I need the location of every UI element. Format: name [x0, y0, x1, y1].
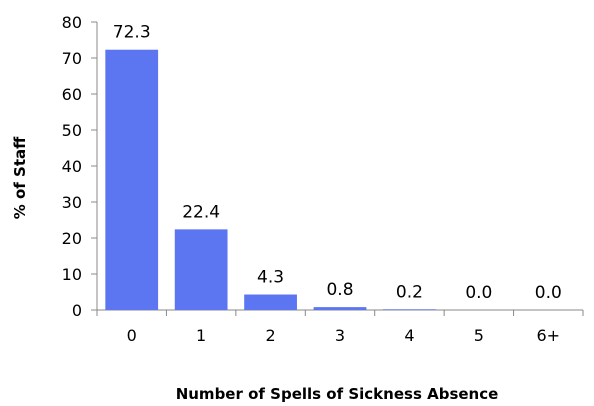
- x-tick-label-2: 2: [265, 326, 275, 345]
- y-tick-label: 80: [62, 13, 82, 32]
- y-tick-label: 0: [72, 301, 82, 320]
- x-tick-label-4: 4: [404, 326, 414, 345]
- y-tick-label: 30: [62, 193, 82, 212]
- x-axis-title: Number of Spells of Sickness Absence: [176, 385, 499, 403]
- bars: [105, 49, 436, 310]
- bar-2: [244, 294, 297, 310]
- y-axis-title: % of Staff: [11, 136, 29, 219]
- data-label-1: 22.4: [182, 202, 220, 222]
- y-tick-label: 10: [62, 265, 82, 284]
- bar-0: [105, 49, 159, 310]
- y-tick-label: 50: [62, 121, 82, 140]
- x-tick-label-6+: 6+: [536, 326, 560, 345]
- x-tick-label-5: 5: [474, 326, 484, 345]
- data-label-3: 0.8: [326, 280, 353, 300]
- data-label-4: 0.2: [396, 282, 423, 302]
- data-label-6+: 0.0: [535, 283, 562, 303]
- data-label-2: 4.3: [257, 268, 284, 288]
- x-axis: 0 1 2 3 4 5 6+: [96, 309, 584, 345]
- bar-1: [174, 229, 228, 310]
- x-tick-label-1: 1: [196, 326, 206, 345]
- y-tick-label: 70: [62, 49, 82, 68]
- y-tick-label: 20: [62, 229, 82, 248]
- y-axis: 0 10 20 30 40 50 60 70 80: [62, 13, 98, 320]
- data-labels: 72.3 22.4 4.3 0.8 0.2 0.0 0.0: [113, 23, 562, 303]
- y-tick-label: 40: [62, 157, 82, 176]
- bar-4: [383, 309, 436, 310]
- data-label-0: 72.3: [113, 23, 151, 43]
- x-tick-label-0: 0: [127, 326, 137, 345]
- y-tick-label: 60: [62, 85, 82, 104]
- data-label-5: 0.0: [465, 283, 492, 303]
- x-tick-label-3: 3: [335, 326, 345, 345]
- bar-3: [313, 307, 367, 310]
